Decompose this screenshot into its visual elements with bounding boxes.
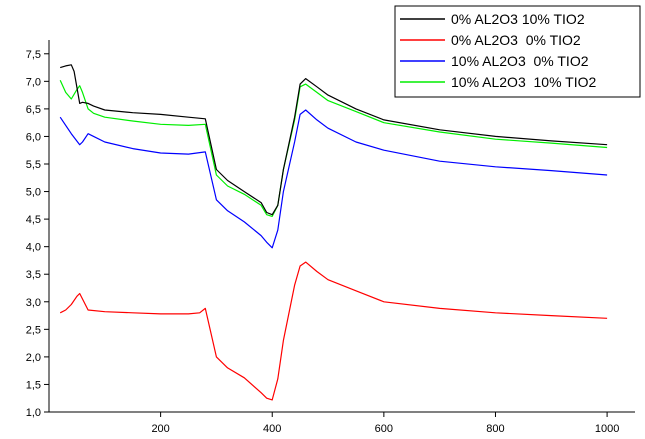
x-tick-label: 1000	[595, 423, 619, 435]
x-tick-label: 800	[486, 423, 504, 435]
y-axis-ticks: 1,0 1,5 2,0 2,5 3,0 3,5 4,0 4,5 5,0 5,5 6,0 6,5 7,0 7…	[26, 49, 49, 419]
y-tick-label: 6,0	[26, 131, 41, 143]
y-tick-label: 3,0	[26, 297, 41, 309]
y-tick-label: 4,0	[26, 242, 41, 254]
y-tick-label: 3,5	[26, 269, 41, 281]
x-tick-label: 600	[375, 423, 393, 435]
plot-area	[48, 40, 635, 413]
y-tick-label: 5,0	[26, 187, 41, 199]
series-lines	[59, 64, 608, 401]
legend-label-2: 0% AL2O3 0% TIO2	[451, 32, 581, 48]
series-line-1	[60, 64, 608, 216]
x-tick-label: 400	[263, 423, 281, 435]
series-line-4	[59, 79, 608, 217]
x-tick-label: 200	[151, 423, 169, 435]
series-line-3	[59, 109, 608, 249]
y-tick-label: 5,5	[26, 159, 41, 171]
series-line-2	[59, 261, 608, 401]
y-tick-label: 4,5	[26, 214, 41, 226]
y-tick-label: 2,5	[26, 324, 41, 336]
legend-label-4: 10% AL2O3 10% TIO2	[451, 74, 596, 90]
y-tick-label: 2,0	[26, 352, 41, 364]
legend-label-1: 0% AL2O3 10% TIO2	[451, 11, 585, 27]
y-tick-label: 1,5	[26, 379, 41, 391]
y-tick-label: 7,0	[26, 76, 41, 88]
y-tick-label: 6,5	[26, 104, 41, 116]
y-tick-label: 1,0	[26, 407, 41, 419]
x-axis-ticks: 200 400 600 800 1000	[151, 412, 619, 435]
legend-label-3: 10% AL2O3 0% TIO2	[451, 53, 589, 69]
legend: 0% AL2O3 10% TIO2 0% AL2O3 0% TIO2 10% AL2…	[394, 5, 641, 98]
y-tick-label: 7,5	[26, 49, 41, 61]
